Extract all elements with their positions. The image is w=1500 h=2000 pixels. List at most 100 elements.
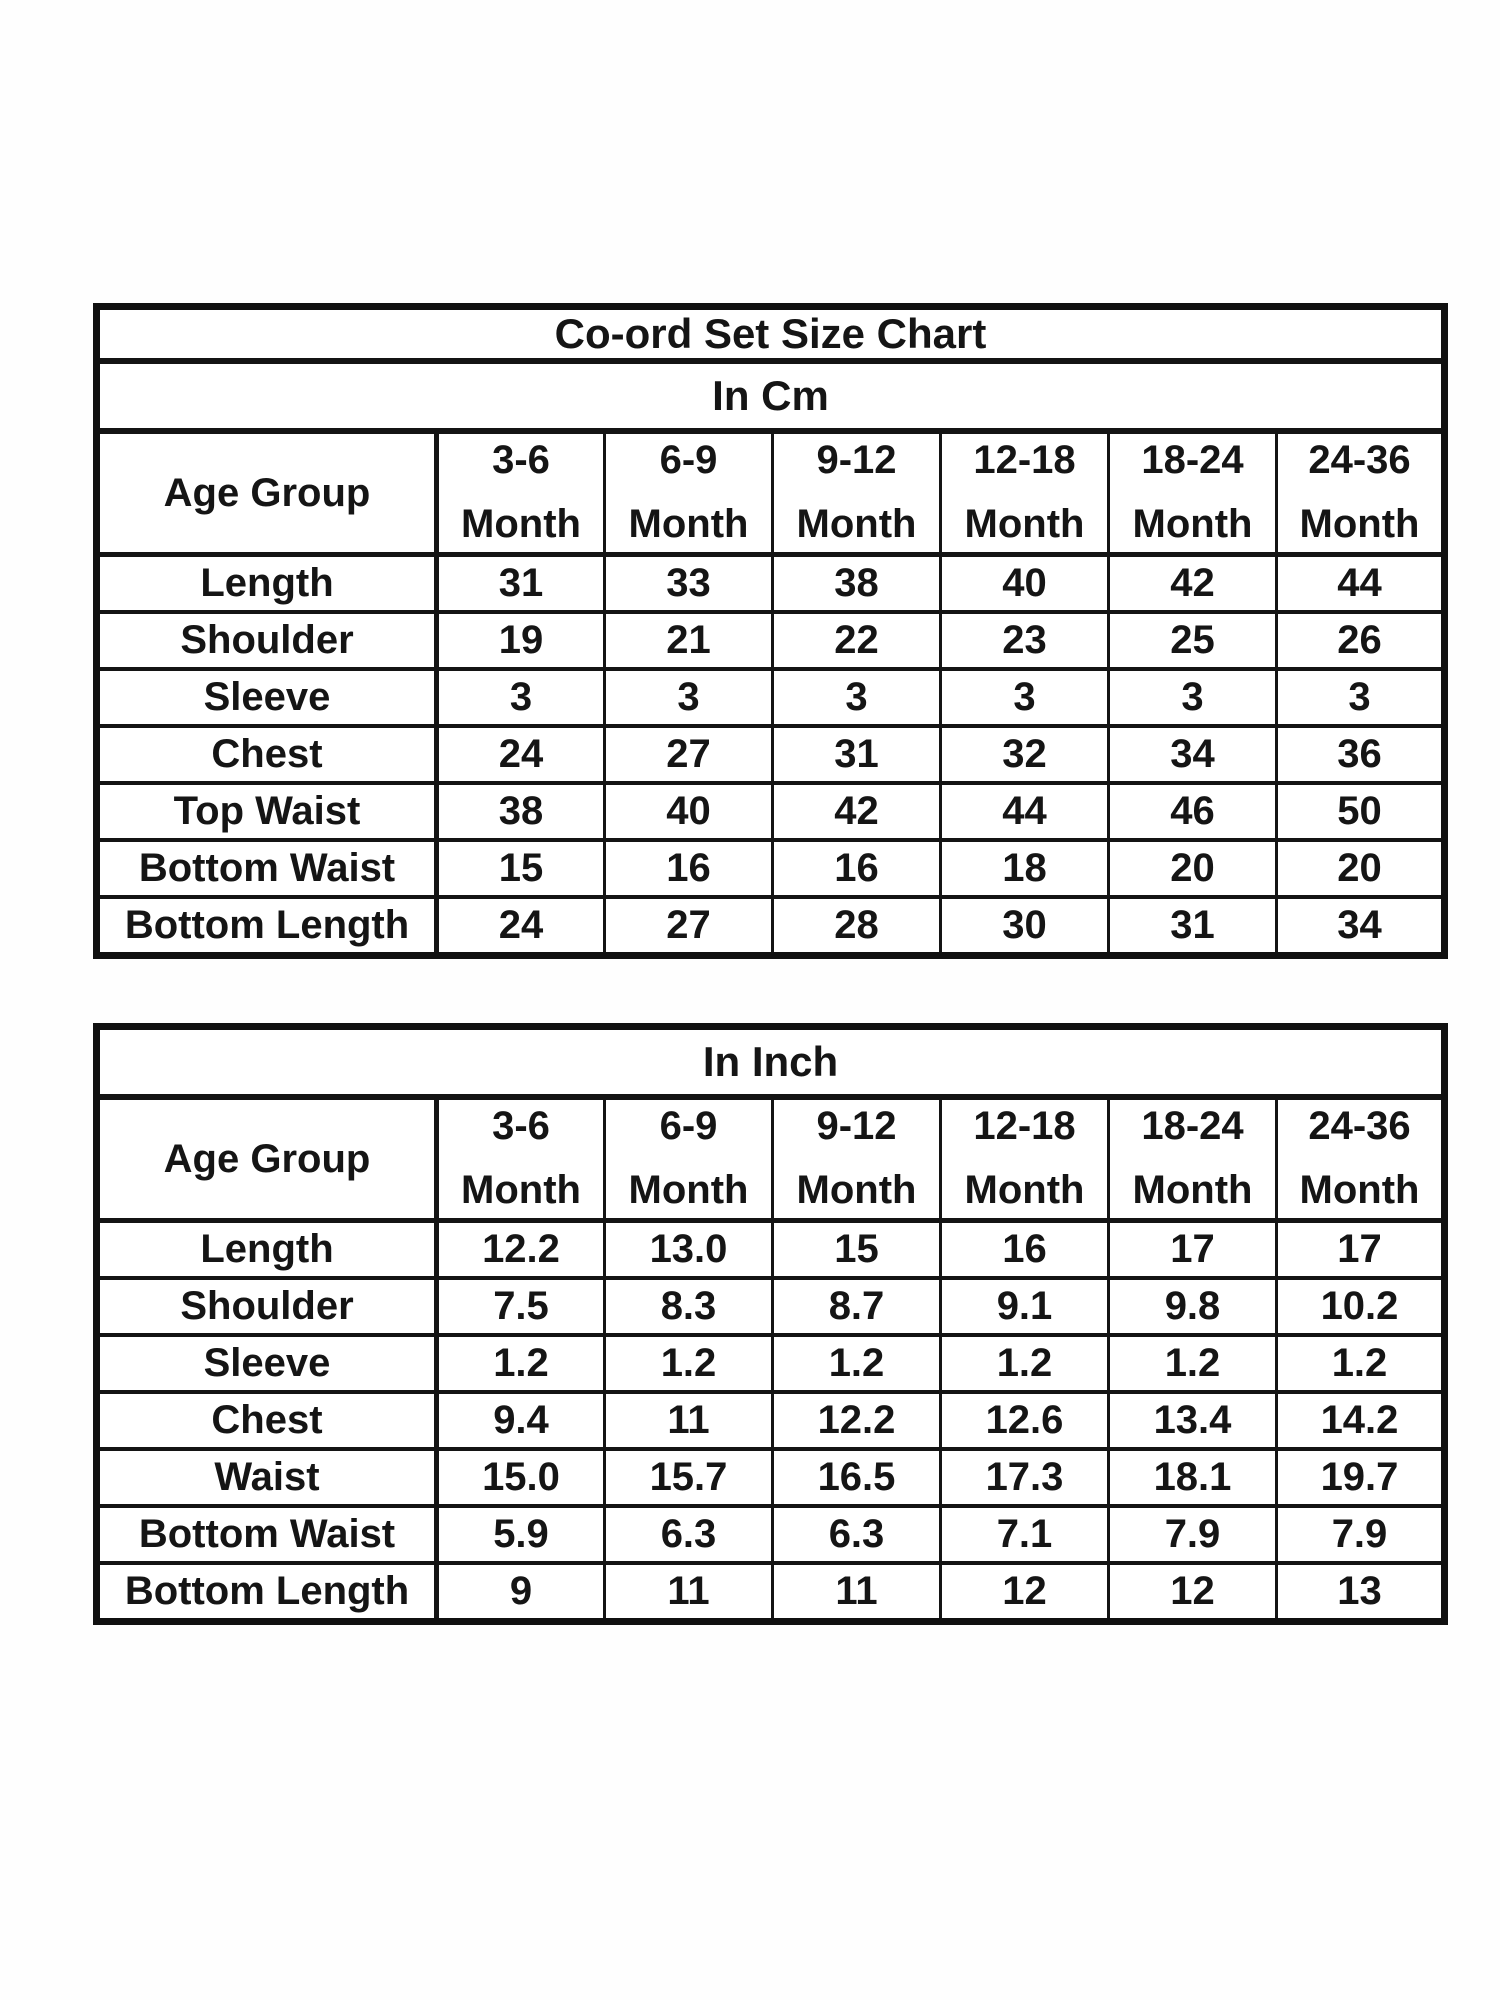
unit-label: In Cm [95, 359, 1446, 434]
size-table-inch: In Inch Age Group 3-6 Month 6-9 Month 9-12 Mont… [93, 1023, 1448, 1625]
row-label: Bottom Waist [95, 1504, 439, 1565]
row-label: Sleeve [95, 1333, 439, 1394]
size-value: 12 [1107, 1561, 1278, 1624]
age-column-header: 3-6 Month [435, 1095, 606, 1223]
size-chart-image: Co-ord Set Size Chart In Cm Age Group 3-6 Mo… [93, 303, 1448, 1625]
age-header-row: Age Group 3-6 Month 6-9 Month 9-12 Month 12-18 M… [95, 1095, 1446, 1223]
row-label: Bottom Length [95, 895, 439, 958]
size-value: 17.3 [939, 1447, 1110, 1508]
size-value: 16 [939, 1218, 1110, 1280]
size-value: 3 [435, 667, 606, 728]
size-value: 27 [603, 724, 774, 785]
size-value: 22 [771, 610, 942, 671]
size-value: 1.2 [435, 1333, 606, 1394]
age-range-label: 3-6 [492, 438, 550, 482]
table-row: Length 12.2 13.0 15 16 17 17 [95, 1218, 1446, 1280]
size-value: 18.1 [1107, 1447, 1278, 1508]
month-label: Month [964, 502, 1085, 546]
table-row: Bottom Length 24 27 28 30 31 34 [95, 895, 1446, 958]
size-value: 23 [939, 610, 1110, 671]
row-label: Bottom Length [95, 1561, 439, 1624]
size-value: 7.9 [1275, 1504, 1446, 1565]
age-header-row: Age Group 3-6 Month 6-9 Month 9-12 Month 12-18 M… [95, 429, 1446, 557]
unit-row: In Cm [95, 359, 1446, 434]
age-range-label: 9-12 [816, 1104, 897, 1148]
size-value: 7.9 [1107, 1504, 1278, 1565]
size-value: 1.2 [771, 1333, 942, 1394]
age-range-label: 12-18 [973, 1104, 1076, 1148]
size-value: 38 [771, 552, 942, 614]
chart-title: Co-ord Set Size Chart [95, 304, 1446, 364]
age-column-header-text: 6-9 Month [608, 1101, 770, 1216]
row-label: Sleeve [95, 667, 439, 728]
table-row: Sleeve 1.2 1.2 1.2 1.2 1.2 1.2 [95, 1333, 1446, 1394]
age-column-header-text: 18-24 Month [1112, 435, 1274, 550]
unit-label: In Inch [95, 1024, 1446, 1100]
age-group-header: Age Group [95, 1095, 439, 1223]
size-value: 30 [939, 895, 1110, 958]
size-value: 13.0 [603, 1218, 774, 1280]
size-value: 24 [435, 724, 606, 785]
size-value: 44 [1275, 552, 1446, 614]
size-value: 3 [771, 667, 942, 728]
age-range-label: 24-36 [1308, 438, 1411, 482]
size-value: 38 [435, 781, 606, 842]
size-value: 21 [603, 610, 774, 671]
table-row: Shoulder 19 21 22 23 25 26 [95, 610, 1446, 671]
age-group-header: Age Group [95, 429, 439, 557]
month-label: Month [1132, 1168, 1253, 1212]
table-row: Shoulder 7.5 8.3 8.7 9.1 9.8 10.2 [95, 1276, 1446, 1337]
size-value: 34 [1107, 724, 1278, 785]
size-value: 11 [771, 1561, 942, 1624]
age-range-label: 6-9 [659, 1104, 718, 1148]
table-row: Top Waist 38 40 42 44 46 50 [95, 781, 1446, 842]
size-value: 1.2 [603, 1333, 774, 1394]
month-label: Month [461, 1168, 581, 1212]
size-value: 16 [603, 838, 774, 899]
size-value: 25 [1107, 610, 1278, 671]
age-column-header-text: 18-24 Month [1112, 1101, 1274, 1216]
size-value: 40 [603, 781, 774, 842]
size-value: 11 [603, 1390, 774, 1451]
table-row: Chest 24 27 31 32 34 36 [95, 724, 1446, 785]
row-label: Shoulder [95, 610, 439, 671]
size-value: 17 [1107, 1218, 1278, 1280]
table-row: Bottom Length 9 11 11 12 12 13 [95, 1561, 1446, 1624]
size-value: 12 [939, 1561, 1110, 1624]
month-label: Month [628, 502, 749, 546]
size-value: 24 [435, 895, 606, 958]
age-column-header: 12-18 Month [939, 429, 1110, 557]
size-value: 10.2 [1275, 1276, 1446, 1337]
size-value: 19 [435, 610, 606, 671]
size-value: 16.5 [771, 1447, 942, 1508]
row-label: Chest [95, 1390, 439, 1451]
size-value: 42 [771, 781, 942, 842]
size-value: 7.5 [435, 1276, 606, 1337]
size-value: 9 [435, 1561, 606, 1624]
month-label: Month [964, 1168, 1085, 1212]
size-value: 42 [1107, 552, 1278, 614]
size-value: 8.3 [603, 1276, 774, 1337]
size-value: 3 [1107, 667, 1278, 728]
size-value: 15 [771, 1218, 942, 1280]
size-value: 11 [603, 1561, 774, 1624]
size-table-cm: Co-ord Set Size Chart In Cm Age Group 3-6 Mo… [93, 303, 1448, 959]
size-value: 14.2 [1275, 1390, 1446, 1451]
size-value: 40 [939, 552, 1110, 614]
size-value: 46 [1107, 781, 1278, 842]
size-value: 12.2 [435, 1218, 606, 1280]
size-value: 31 [771, 724, 942, 785]
age-range-label: 12-18 [973, 438, 1076, 482]
age-column-header: 24-36 Month [1275, 429, 1446, 557]
month-label: Month [1132, 502, 1253, 546]
age-column-header: 24-36 Month [1275, 1095, 1446, 1223]
age-column-header: 6-9 Month [603, 1095, 774, 1223]
size-value: 20 [1107, 838, 1278, 899]
row-label: Waist [95, 1447, 439, 1508]
size-value: 50 [1275, 781, 1446, 842]
size-value: 9.8 [1107, 1276, 1278, 1337]
row-label: Top Waist [95, 781, 439, 842]
size-value: 17 [1275, 1218, 1446, 1280]
month-label: Month [796, 1168, 917, 1212]
size-value: 1.2 [1107, 1333, 1278, 1394]
